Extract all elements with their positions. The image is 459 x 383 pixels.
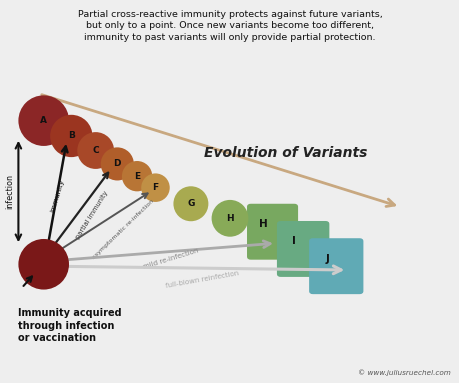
Text: Immunity acquired
through infection
or vaccination: Immunity acquired through infection or v… — [18, 308, 122, 343]
FancyBboxPatch shape — [246, 204, 297, 260]
Text: asymptomatic re-infection: asymptomatic re-infection — [92, 199, 155, 260]
Text: Evolution of Variants: Evolution of Variants — [203, 146, 366, 160]
Text: C: C — [92, 146, 99, 155]
Ellipse shape — [101, 147, 134, 180]
Ellipse shape — [173, 186, 208, 221]
Text: A: A — [40, 116, 47, 125]
Ellipse shape — [211, 200, 248, 237]
FancyBboxPatch shape — [308, 238, 363, 294]
Text: J: J — [325, 254, 329, 264]
Text: mild re-infection: mild re-infection — [142, 247, 199, 270]
Ellipse shape — [18, 239, 69, 290]
Ellipse shape — [141, 173, 169, 202]
Text: I: I — [292, 236, 296, 246]
Ellipse shape — [77, 132, 114, 169]
Text: Partial cross-reactive immunity protects against future variants,
but only to a : Partial cross-reactive immunity protects… — [78, 10, 381, 42]
Text: B: B — [68, 131, 74, 141]
Ellipse shape — [18, 95, 69, 146]
Text: H: H — [258, 219, 267, 229]
Text: F: F — [152, 183, 158, 192]
Text: E: E — [134, 172, 140, 181]
Text: full-blown reinfection: full-blown reinfection — [165, 270, 239, 289]
Ellipse shape — [50, 115, 92, 157]
Text: G: G — [187, 199, 194, 208]
Text: D: D — [113, 159, 121, 169]
Text: partial immunity: partial immunity — [74, 190, 109, 239]
FancyBboxPatch shape — [276, 221, 329, 277]
Text: infection: infection — [6, 174, 15, 209]
Ellipse shape — [122, 161, 152, 192]
Text: © www.juliusruechel.com: © www.juliusruechel.com — [357, 370, 450, 376]
Text: immunity: immunity — [50, 179, 65, 213]
Text: H: H — [226, 214, 233, 223]
